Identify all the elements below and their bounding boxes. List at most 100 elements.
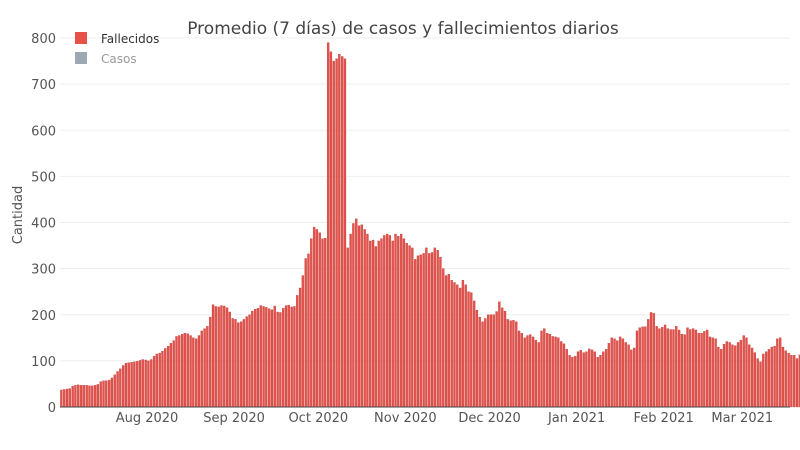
bar-fallecidos[interactable] — [531, 336, 535, 408]
bar-fallecidos[interactable] — [242, 319, 246, 408]
bar-fallecidos[interactable] — [655, 326, 658, 408]
bar-fallecidos[interactable] — [93, 385, 97, 408]
bar-fallecidos[interactable] — [641, 326, 644, 408]
bar-fallecidos[interactable] — [467, 291, 470, 408]
bar-fallecidos[interactable] — [166, 345, 170, 408]
bar-fallecidos[interactable] — [613, 338, 616, 408]
bar-fallecidos[interactable] — [186, 333, 189, 408]
bar-fallecidos[interactable] — [231, 318, 234, 408]
bar-fallecidos[interactable] — [394, 233, 397, 408]
bar-fallecidos[interactable] — [343, 58, 347, 408]
bar-fallecidos[interactable] — [85, 385, 88, 408]
bar-fallecidos[interactable] — [399, 233, 403, 408]
bar-fallecidos[interactable] — [377, 240, 380, 408]
bar-fallecidos[interactable] — [442, 268, 445, 408]
bar-fallecidos[interactable] — [487, 314, 490, 408]
bar-fallecidos[interactable] — [736, 342, 740, 408]
bar-fallecidos[interactable] — [155, 353, 159, 408]
bar-fallecidos[interactable] — [321, 238, 324, 408]
bar-fallecidos[interactable] — [624, 342, 627, 408]
bar-fallecidos[interactable] — [220, 305, 223, 408]
bar-fallecidos[interactable] — [430, 252, 434, 408]
bar-fallecidos[interactable] — [461, 280, 465, 408]
bar-fallecidos[interactable] — [147, 360, 150, 408]
bar-fallecidos[interactable] — [284, 305, 288, 408]
bar-fallecidos[interactable] — [307, 253, 310, 408]
bar-fallecidos[interactable] — [385, 233, 389, 408]
bar-fallecidos[interactable] — [130, 362, 133, 408]
bar-fallecidos[interactable] — [675, 326, 678, 408]
bar-fallecidos[interactable] — [734, 345, 737, 408]
bar-fallecidos[interactable] — [590, 349, 594, 408]
bar-fallecidos[interactable] — [425, 247, 428, 408]
bar-fallecidos[interactable] — [439, 256, 442, 408]
bar-fallecidos[interactable] — [512, 320, 515, 408]
bar-fallecidos[interactable] — [113, 374, 116, 408]
bar-fallecidos[interactable] — [183, 333, 187, 408]
bar-fallecidos[interactable] — [672, 329, 675, 408]
bar-fallecidos[interactable] — [150, 359, 153, 408]
bar-fallecidos[interactable] — [152, 356, 156, 408]
bar-fallecidos[interactable] — [677, 329, 681, 408]
bar-fallecidos[interactable] — [520, 333, 524, 408]
bar-fallecidos[interactable] — [209, 316, 212, 408]
bar-fallecidos[interactable] — [472, 300, 476, 408]
bar-fallecidos[interactable] — [310, 238, 313, 408]
bar-fallecidos[interactable] — [217, 306, 220, 408]
legend-item-fallecidos[interactable]: Fallecidos — [75, 32, 159, 46]
bar-fallecidos[interactable] — [633, 347, 636, 408]
bar-fallecidos[interactable] — [77, 384, 80, 408]
bar-fallecidos[interactable] — [661, 327, 664, 408]
bar-fallecidos[interactable] — [607, 343, 611, 408]
bar-fallecidos[interactable] — [290, 306, 293, 408]
bar-fallecidos[interactable] — [71, 386, 74, 408]
bar-fallecidos[interactable] — [576, 351, 580, 408]
bar-fallecidos[interactable] — [88, 385, 91, 408]
bar-fallecidos[interactable] — [428, 253, 431, 408]
bar-fallecidos[interactable] — [596, 357, 599, 408]
bar-fallecidos[interactable] — [383, 235, 386, 408]
bar-fallecidos[interactable] — [68, 388, 71, 408]
bar-fallecidos[interactable] — [787, 352, 790, 408]
bar-fallecidos[interactable] — [355, 218, 358, 408]
bar-fallecidos[interactable] — [680, 333, 684, 408]
bar-fallecidos[interactable] — [234, 319, 237, 408]
bar-fallecidos[interactable] — [256, 308, 260, 408]
bar-fallecidos[interactable] — [630, 349, 633, 408]
bar-fallecidos[interactable] — [506, 319, 509, 408]
bar-fallecidos[interactable] — [74, 385, 77, 408]
bar-fallecidos[interactable] — [453, 282, 456, 408]
bar-fallecidos[interactable] — [534, 339, 538, 408]
bar-fallecidos[interactable] — [237, 322, 240, 408]
bar-fallecidos[interactable] — [599, 355, 602, 408]
bar-fallecidos[interactable] — [138, 360, 142, 408]
bar-fallecidos[interactable] — [458, 287, 462, 408]
bar-fallecidos[interactable] — [776, 338, 779, 408]
bar-fallecidos[interactable] — [602, 351, 605, 408]
bar-fallecidos[interactable] — [133, 361, 136, 408]
bar-fallecidos[interactable] — [742, 335, 745, 408]
bar-fallecidos[interactable] — [411, 247, 414, 408]
bar-fallecidos[interactable] — [405, 243, 408, 408]
bar-fallecidos[interactable] — [616, 340, 619, 408]
bar-fallecidos[interactable] — [579, 350, 582, 408]
bar-fallecidos[interactable] — [652, 313, 655, 408]
bar-fallecidos[interactable] — [703, 331, 706, 408]
bar-fallecidos[interactable] — [588, 348, 591, 408]
legend-item-casos[interactable]: Casos — [75, 52, 137, 66]
bar-fallecidos[interactable] — [253, 309, 257, 408]
bar-fallecidos[interactable] — [470, 292, 473, 408]
bar-fallecidos[interactable] — [265, 307, 268, 408]
bar-fallecidos[interactable] — [326, 42, 330, 408]
bar-fallecidos[interactable] — [689, 329, 692, 408]
bar-fallecidos[interactable] — [669, 329, 672, 408]
bar-fallecidos[interactable] — [282, 308, 285, 408]
bar-fallecidos[interactable] — [582, 352, 585, 408]
bar-fallecidos[interactable] — [203, 328, 206, 408]
bar-fallecidos[interactable] — [540, 330, 543, 408]
bar-fallecidos[interactable] — [621, 338, 625, 408]
bar-fallecidos[interactable] — [158, 352, 161, 408]
bar-fallecidos[interactable] — [195, 338, 198, 408]
bar-fallecidos[interactable] — [388, 235, 392, 408]
bar-fallecidos[interactable] — [557, 337, 560, 408]
